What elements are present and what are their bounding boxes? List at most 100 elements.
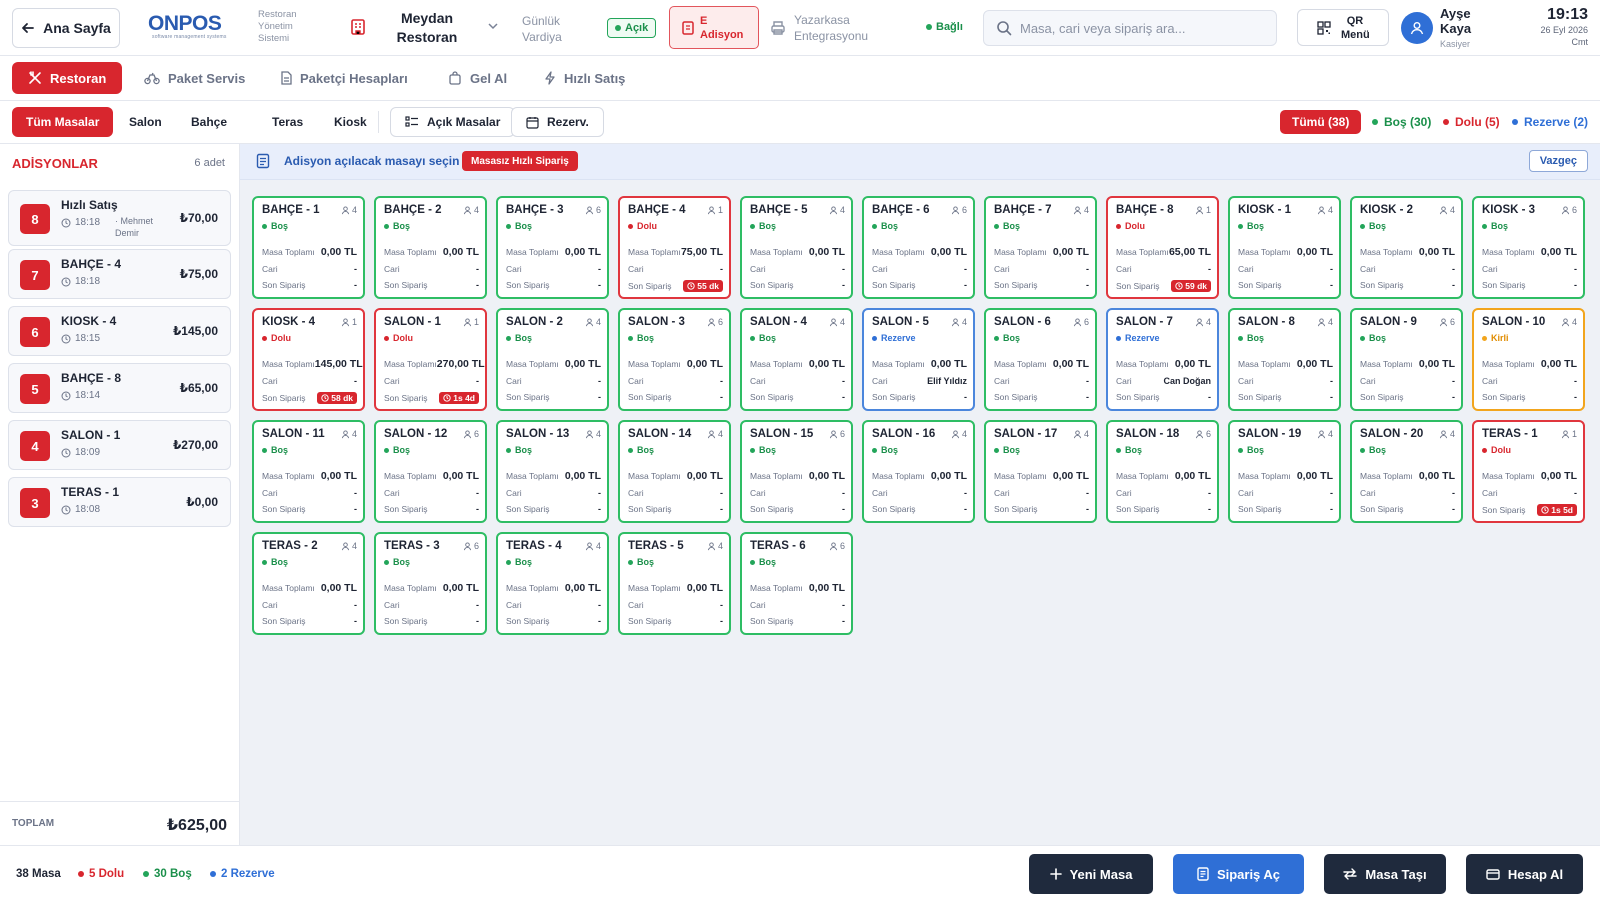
- cancel-button[interactable]: Vazgeç: [1528, 150, 1588, 172]
- table-account-value: -: [1452, 264, 1455, 274]
- open-tables-button[interactable]: Açık Masalar: [390, 107, 516, 137]
- table-card[interactable]: SALON - 10 4 Kirli Masa Toplamı 0,00 TL Cari -…: [1472, 308, 1585, 411]
- table-card[interactable]: BAHÇE - 2 4 Boş Masa Toplamı 0,00 TL Cari - Son…: [374, 196, 487, 299]
- cash-register-integration[interactable]: Yazarkasa Entegrasyonu: [770, 12, 874, 44]
- avatar[interactable]: [1401, 12, 1433, 44]
- table-card[interactable]: SALON - 17 4 Boş Masa Toplamı 0,00 TL Cari - So…: [984, 420, 1097, 523]
- nav-paket-servis[interactable]: Paket Servis: [128, 62, 261, 94]
- open-order-button[interactable]: Sipariş Aç: [1173, 854, 1304, 894]
- table-card[interactable]: TERAS - 5 4 Boş Masa Toplamı 0,00 TL Cari - Son…: [618, 532, 731, 635]
- table-card[interactable]: BAHÇE - 5 4 Boş Masa Toplamı 0,00 TL Cari - Son…: [740, 196, 853, 299]
- table-card[interactable]: KIOSK - 2 4 Boş Masa Toplamı 0,00 TL Cari - Son…: [1350, 196, 1463, 299]
- table-total-value: 0,00 TL: [808, 358, 845, 370]
- capacity-value: 4: [1571, 317, 1577, 327]
- table-total-label: Masa Toplamı: [750, 583, 803, 593]
- new-table-button[interactable]: Yeni Masa: [1029, 854, 1153, 894]
- adisyon-amount: ₺65,00: [179, 381, 218, 395]
- move-table-button[interactable]: Masa Taşı: [1324, 854, 1446, 894]
- table-card[interactable]: TERAS - 1 1 Dolu Masa Toplamı 0,00 TL Cari - So…: [1472, 420, 1585, 523]
- home-button[interactable]: Ana Sayfa: [12, 8, 120, 48]
- document-icon: [280, 71, 292, 85]
- adisyon-sidebar: ADİSYONLAR 6 adet 8 Hızlı Satış 18:18 · Meh…: [0, 144, 240, 845]
- module-nav: Restoran Paket Servis Paketçi Hesapları …: [0, 56, 1600, 101]
- status-label: Boş: [1003, 445, 1021, 455]
- adisyon-item[interactable]: 5 BAHÇE - 8 18:14 ₺65,00: [8, 363, 231, 413]
- nav-restoran[interactable]: Restoran: [12, 62, 123, 94]
- nav-hizli-satis[interactable]: Hızlı Satış: [528, 62, 641, 94]
- quick-order-button[interactable]: Masasız Hızlı Sipariş: [462, 151, 578, 171]
- table-card[interactable]: SALON - 4 4 Boş Masa Toplamı 0,00 TL Cari - Son…: [740, 308, 853, 411]
- table-account-row: Cari -: [628, 488, 723, 498]
- table-card[interactable]: SALON - 8 4 Boş Masa Toplamı 0,00 TL Cari - Son…: [1228, 308, 1341, 411]
- adisyon-name: BAHÇE - 8: [61, 371, 122, 385]
- user-icon: [1410, 21, 1424, 35]
- status-dot-icon: [1482, 335, 1487, 341]
- table-card[interactable]: BAHÇE - 3 6 Boş Masa Toplamı 0,00 TL Cari - Son…: [496, 196, 609, 299]
- tab-bahce[interactable]: Bahçe: [177, 107, 241, 137]
- table-card[interactable]: TERAS - 4 4 Boş Masa Toplamı 0,00 TL Cari - Son…: [496, 532, 609, 635]
- table-card[interactable]: TERAS - 2 4 Boş Masa Toplamı 0,00 TL Cari - Son…: [252, 532, 365, 635]
- table-card[interactable]: SALON - 1 1 Dolu Masa Toplamı 270,00 TL Cari -…: [374, 308, 487, 411]
- table-card[interactable]: KIOSK - 3 6 Boş Masa Toplamı 0,00 TL Cari - Son…: [1472, 196, 1585, 299]
- nav-paketci-hesaplari[interactable]: Paketçi Hesapları: [264, 62, 424, 94]
- table-card[interactable]: KIOSK - 1 4 Boş Masa Toplamı 0,00 TL Cari - Son…: [1228, 196, 1341, 299]
- table-status: Boş: [872, 445, 898, 455]
- table-card[interactable]: SALON - 19 4 Boş Masa Toplamı 0,00 TL Cari - So…: [1228, 420, 1341, 523]
- table-last-order-row: Son Sipariş -: [1116, 392, 1211, 402]
- summary-empty[interactable]: Boş (30): [1372, 110, 1431, 134]
- table-total-label: Masa Toplamı: [750, 247, 803, 257]
- adisyon-item[interactable]: 3 TERAS - 1 18:08 ₺0,00: [8, 477, 231, 527]
- adisyon-amount: ₺145,00: [172, 324, 218, 338]
- table-capacity: 4: [951, 429, 967, 439]
- adisyon-item[interactable]: 7 BAHÇE - 4 18:18 ₺75,00: [8, 249, 231, 299]
- table-card[interactable]: SALON - 5 4 Rezerve Masa Toplamı 0,00 TL Cari…: [862, 308, 975, 411]
- table-card[interactable]: SALON - 9 6 Boş Masa Toplamı 0,00 TL Cari - Son…: [1350, 308, 1463, 411]
- table-card[interactable]: BAHÇE - 1 4 Boş Masa Toplamı 0,00 TL Cari - Son…: [252, 196, 365, 299]
- table-card[interactable]: BAHÇE - 6 6 Boş Masa Toplamı 0,00 TL Cari - Son…: [862, 196, 975, 299]
- reservations-button[interactable]: Rezerv.: [511, 107, 604, 137]
- table-card[interactable]: TERAS - 6 6 Boş Masa Toplamı 0,00 TL Cari - Son…: [740, 532, 853, 635]
- table-last-order-row: Son Sipariş -: [1238, 392, 1333, 402]
- tab-teras[interactable]: Teras: [258, 107, 317, 137]
- table-status: Dolu: [1116, 221, 1145, 231]
- table-card[interactable]: BAHÇE - 4 1 Dolu Masa Toplamı 75,00 TL Cari - S…: [618, 196, 731, 299]
- table-card[interactable]: SALON - 20 4 Boş Masa Toplamı 0,00 TL Cari - So…: [1350, 420, 1463, 523]
- adisyon-item[interactable]: 8 Hızlı Satış 18:18 · Mehmet Demir ₺70,00: [8, 190, 231, 246]
- summary-total-badge[interactable]: Tümü (38): [1280, 110, 1362, 134]
- qr-menu-button[interactable]: QR Menü: [1297, 9, 1389, 46]
- table-card[interactable]: TERAS - 3 6 Boş Masa Toplamı 0,00 TL Cari - Son…: [374, 532, 487, 635]
- table-card[interactable]: SALON - 14 4 Boş Masa Toplamı 0,00 TL Cari - So…: [618, 420, 731, 523]
- table-card[interactable]: BAHÇE - 7 4 Boş Masa Toplamı 0,00 TL Cari - Son…: [984, 196, 1097, 299]
- table-status: Dolu: [1482, 445, 1511, 455]
- chevron-down-icon[interactable]: [488, 22, 498, 30]
- table-card[interactable]: SALON - 2 4 Boş Masa Toplamı 0,00 TL Cari - Son…: [496, 308, 609, 411]
- table-account-value: -: [1330, 376, 1333, 386]
- table-card[interactable]: SALON - 3 6 Boş Masa Toplamı 0,00 TL Cari - Son…: [618, 308, 731, 411]
- e-adisyon-button[interactable]: E Adisyon: [669, 6, 759, 49]
- tab-kiosk[interactable]: Kiosk: [320, 107, 381, 137]
- restaurant-selector[interactable]: Meydan Restoran: [396, 10, 458, 45]
- table-card[interactable]: SALON - 11 4 Boş Masa Toplamı 0,00 TL Cari - So…: [252, 420, 365, 523]
- search-input[interactable]: [1020, 20, 1270, 36]
- table-card[interactable]: KIOSK - 4 1 Dolu Masa Toplamı 145,00 TL Cari -…: [252, 308, 365, 411]
- nav-gel-al[interactable]: Gel Al: [432, 62, 523, 94]
- adisyon-item[interactable]: 6 KIOSK - 4 18:15 ₺145,00: [8, 306, 231, 356]
- adisyon-item[interactable]: 4 SALON - 1 18:09 ₺270,00: [8, 420, 231, 470]
- table-card[interactable]: SALON - 18 6 Boş Masa Toplamı 0,00 TL Cari - So…: [1106, 420, 1219, 523]
- table-card[interactable]: SALON - 13 4 Boş Masa Toplamı 0,00 TL Cari - So…: [496, 420, 609, 523]
- search-box[interactable]: [983, 10, 1277, 46]
- table-card[interactable]: SALON - 6 6 Boş Masa Toplamı 0,00 TL Cari - Son…: [984, 308, 1097, 411]
- timer-icon: [1175, 282, 1183, 290]
- tab-all-tables[interactable]: Tüm Masalar: [12, 107, 114, 137]
- table-card[interactable]: BAHÇE - 8 1 Dolu Masa Toplamı 65,00 TL Cari - S…: [1106, 196, 1219, 299]
- nav-label: Gel Al: [470, 70, 508, 86]
- summary-full[interactable]: Dolu (5): [1443, 110, 1500, 134]
- tab-salon[interactable]: Salon: [115, 107, 176, 137]
- table-card[interactable]: SALON - 7 4 Rezerve Masa Toplamı 0,00 TL Cari…: [1106, 308, 1219, 411]
- table-account-label: Cari: [384, 376, 400, 386]
- table-card[interactable]: SALON - 12 6 Boş Masa Toplamı 0,00 TL Cari - So…: [374, 420, 487, 523]
- table-card[interactable]: SALON - 16 4 Boş Masa Toplamı 0,00 TL Cari - So…: [862, 420, 975, 523]
- table-card[interactable]: SALON - 15 6 Boş Masa Toplamı 0,00 TL Cari - So…: [740, 420, 853, 523]
- summary-reserved[interactable]: Rezerve (2): [1512, 110, 1588, 134]
- checkout-button[interactable]: Hesap Al: [1466, 854, 1583, 894]
